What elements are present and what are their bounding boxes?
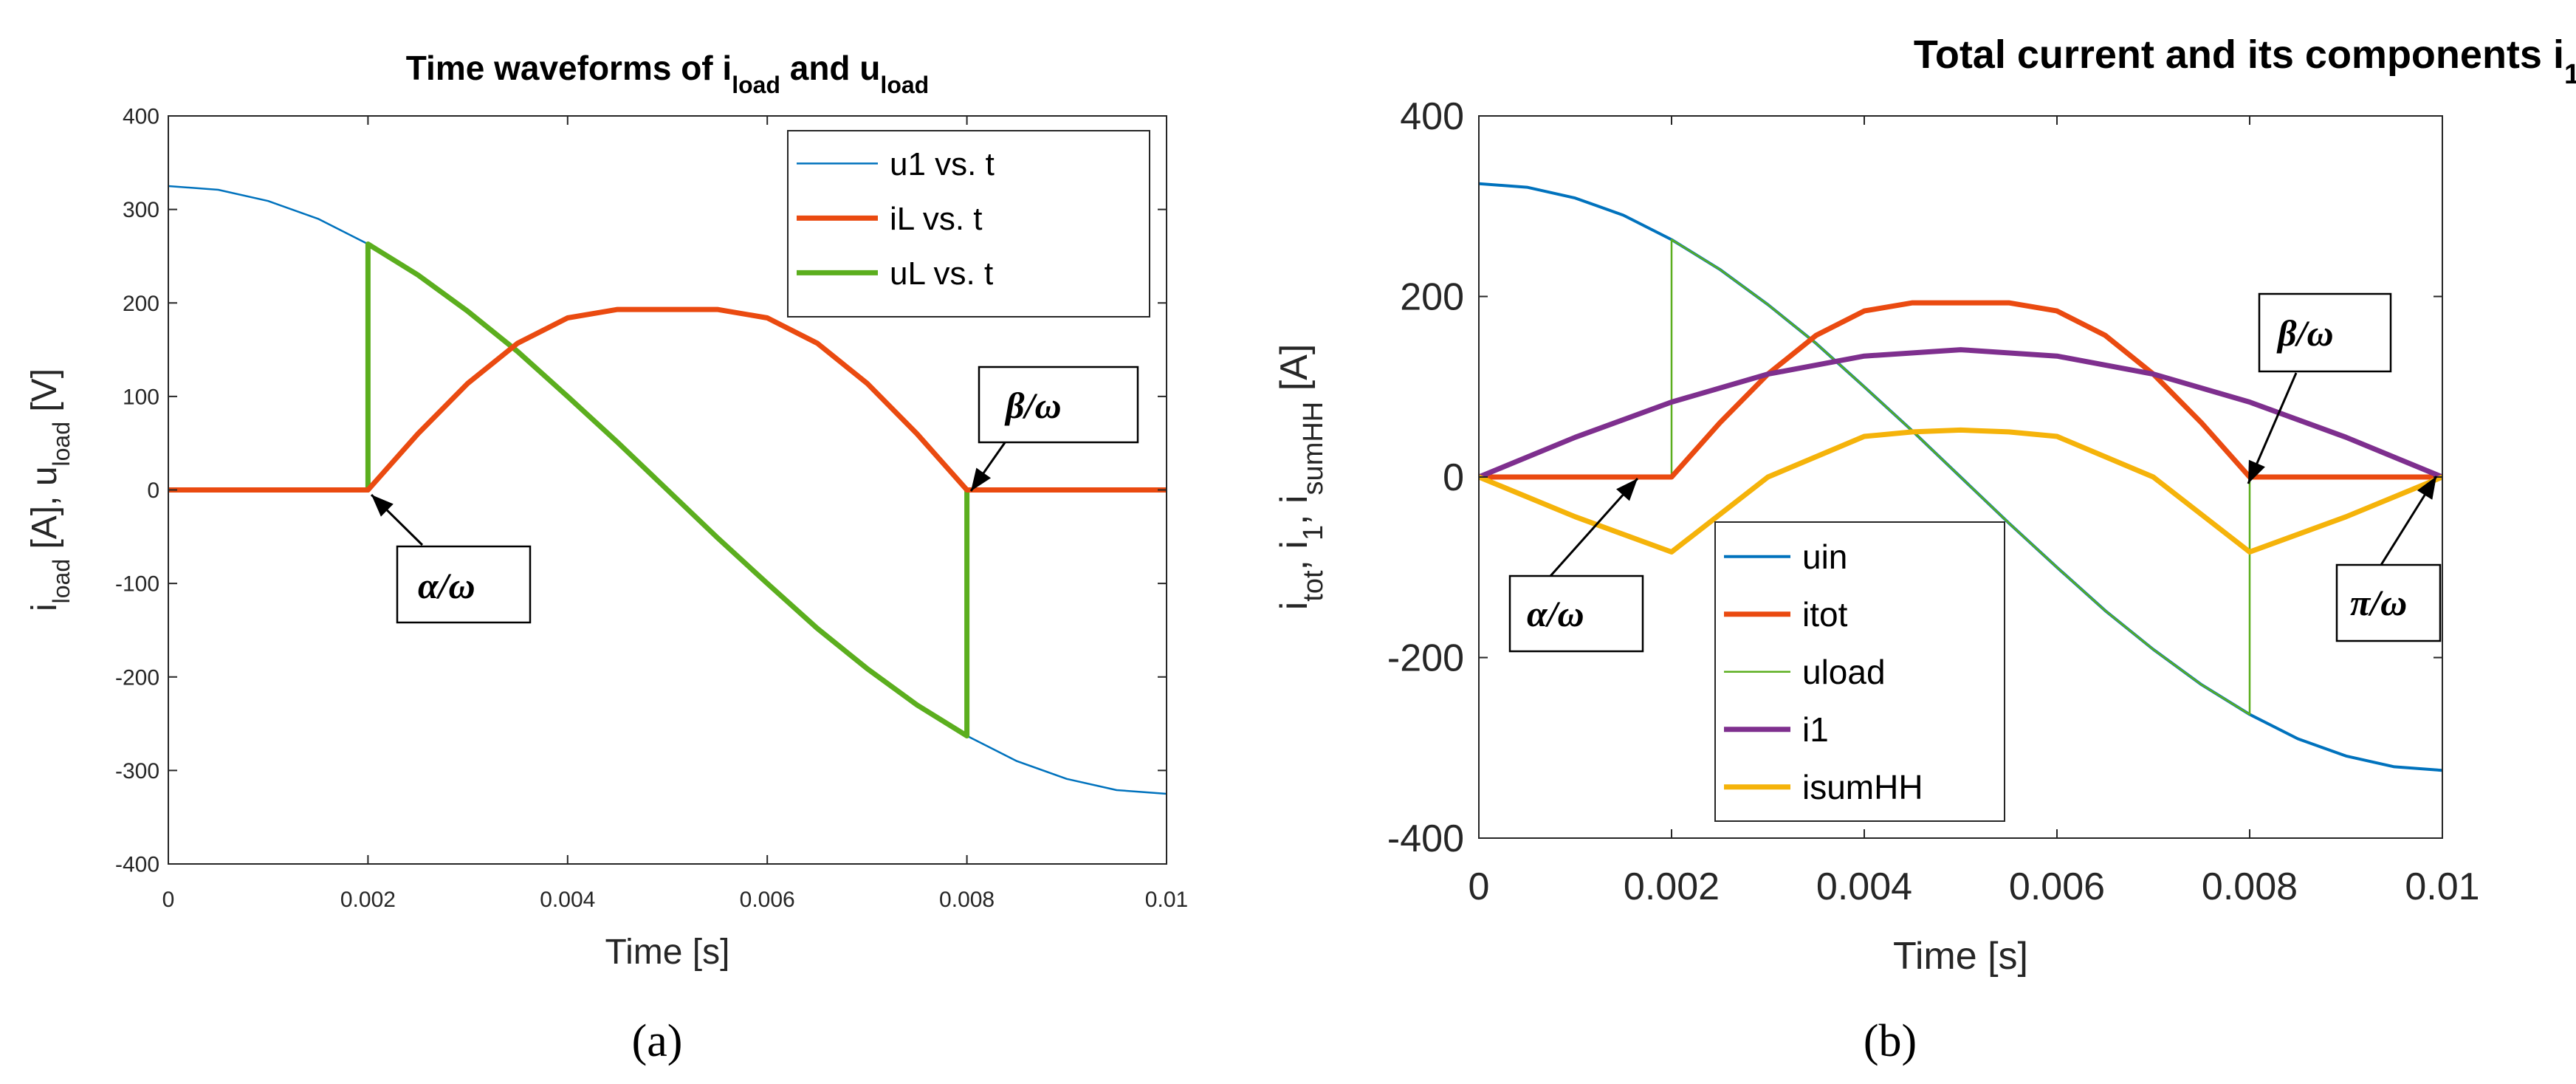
y-tick-label: 200 xyxy=(123,292,159,316)
legend-entry: i1 xyxy=(1802,710,1829,749)
annotation-box xyxy=(396,545,532,624)
y-axis-label-part: load xyxy=(48,559,75,604)
x-tick-label: 0.006 xyxy=(740,888,795,912)
series-line-uload xyxy=(1479,239,2442,716)
series-line-i1 xyxy=(1479,347,2442,480)
y-axis-label: iload [A], uload [V] xyxy=(25,368,75,611)
annotation-arrow-head xyxy=(971,467,992,491)
x-tick-label: 0.008 xyxy=(939,888,995,912)
annotation: β/ω xyxy=(969,366,1139,492)
chart-title-part: load xyxy=(732,72,780,98)
y-tick-label: 0 xyxy=(147,478,159,503)
legend: uin itot uload i1 isumHH xyxy=(1714,521,2005,822)
annotation: α/ω xyxy=(370,493,532,624)
panel-label: (b) xyxy=(1864,1016,1917,1066)
legend-entry: uin xyxy=(1802,538,1847,576)
series-line-il-vs-t xyxy=(168,306,1167,493)
y-tick-label: 100 xyxy=(123,385,159,409)
annotation-box xyxy=(2258,292,2392,373)
chart-title: Total current and its components i1 and … xyxy=(1914,32,2576,90)
x-tick-label: 0.01 xyxy=(2405,865,2479,908)
chart-title-part: and u xyxy=(780,49,880,87)
series-line-itot xyxy=(1479,300,2442,480)
legend-entry: uL vs. t xyxy=(890,255,993,292)
y-tick-label: 400 xyxy=(123,105,159,129)
annotation-label: π/ω xyxy=(2350,582,2407,623)
legend: u1 vs. t iL vs. t uL vs. t xyxy=(787,130,1150,318)
legend-entry: uload xyxy=(1802,653,1886,691)
chart-title-part: 1 xyxy=(2564,59,2576,90)
annotation-label: β/ω xyxy=(2276,312,2334,354)
y-axis-label-part: [V] xyxy=(25,368,64,422)
legend-entry: iL vs. t xyxy=(890,201,983,237)
annotation-label: α/ω xyxy=(418,565,475,606)
series-group xyxy=(168,185,1167,795)
x-tick-label: 0.002 xyxy=(1624,865,1720,908)
y-axis-label-part: load xyxy=(48,422,75,467)
chart-title-part: load xyxy=(880,72,929,98)
y-tick-label: -400 xyxy=(1387,817,1464,860)
y-axis-label-part: i xyxy=(1273,602,1316,611)
y-tick-label: 300 xyxy=(123,198,159,222)
x-tick-label: 0.008 xyxy=(2202,865,2298,908)
annotation-label: α/ω xyxy=(1527,593,1584,634)
y-tick-label: 400 xyxy=(1400,95,1464,138)
annotation-arrow-head xyxy=(1616,478,1638,501)
chart-panel-a: 0 0.002 0.004 0.006 0.008 0.01 400 300 200 100 0 -1… xyxy=(25,49,1188,1066)
x-axis-label: Time [s] xyxy=(605,933,730,972)
annotation-label: β/ω xyxy=(1004,385,1062,426)
x-tick-label: 0.002 xyxy=(340,888,396,912)
annotation-arrow-head xyxy=(2248,459,2265,484)
series-line-ul-vs-t xyxy=(168,241,1167,738)
y-axis-label-part: [A], u xyxy=(25,466,64,558)
annotation-arrow-head xyxy=(2417,476,2436,500)
chart-title-part: Total current and its components i xyxy=(1914,32,2564,77)
legend-entry: itot xyxy=(1802,595,1848,634)
y-axis-label-part: [A] xyxy=(1273,344,1316,402)
y-tick-label: -200 xyxy=(115,665,159,690)
legend-entry: u1 vs. t xyxy=(890,146,995,182)
x-tick-label: 0.004 xyxy=(540,888,595,912)
legend-entry: isumHH xyxy=(1802,768,1923,806)
y-tick-label: 0 xyxy=(1443,456,1464,499)
annotation: α/ω xyxy=(1508,478,1644,653)
x-tick-label: 0 xyxy=(162,888,175,912)
y-axis-label-part: i xyxy=(25,603,64,611)
legend-box xyxy=(787,130,1150,318)
x-tick-label: 0.006 xyxy=(2009,865,2105,908)
x-tick-label: 0.01 xyxy=(1145,888,1188,912)
annotation: π/ω xyxy=(2335,476,2442,642)
annotation: β/ω xyxy=(2247,292,2392,484)
y-tick-label: 200 xyxy=(1400,276,1464,319)
x-tick-label: 0 xyxy=(1469,865,1490,908)
x-tick-label: 0.004 xyxy=(1816,865,1912,908)
annotation-box xyxy=(1508,574,1644,653)
y-tick-label: -300 xyxy=(115,759,159,783)
chart-title: Time waveforms of iload and uload xyxy=(406,49,929,98)
series-group xyxy=(1479,182,2442,772)
y-axis-label-part: , i xyxy=(1273,495,1316,524)
series-line-isumhh xyxy=(1479,427,2442,555)
annotation-box xyxy=(978,366,1139,444)
y-axis-label: itot, i1, isumHH [A] xyxy=(1273,344,1329,611)
y-tick-label: -200 xyxy=(1387,637,1464,680)
chart-panel-b: 0 0.002 0.004 0.006 0.008 0.01 400 200 0 -200 -400… xyxy=(1273,32,2576,1066)
chart-title-part: Time waveforms of i xyxy=(406,49,732,87)
annotation-box xyxy=(2335,563,2442,642)
y-axis-label-part: tot xyxy=(1298,570,1329,602)
annotation-arrow-head xyxy=(371,495,394,517)
x-axis-label: Time [s] xyxy=(1893,935,2028,978)
y-axis-label-part: , i xyxy=(1273,541,1316,570)
panel-label: (a) xyxy=(632,1016,683,1066)
y-tick-label: -400 xyxy=(115,853,159,877)
y-axis-label-part: 1 xyxy=(1298,525,1329,541)
y-axis-label-part: sumHH xyxy=(1298,402,1329,495)
y-tick-label: -100 xyxy=(115,572,159,597)
